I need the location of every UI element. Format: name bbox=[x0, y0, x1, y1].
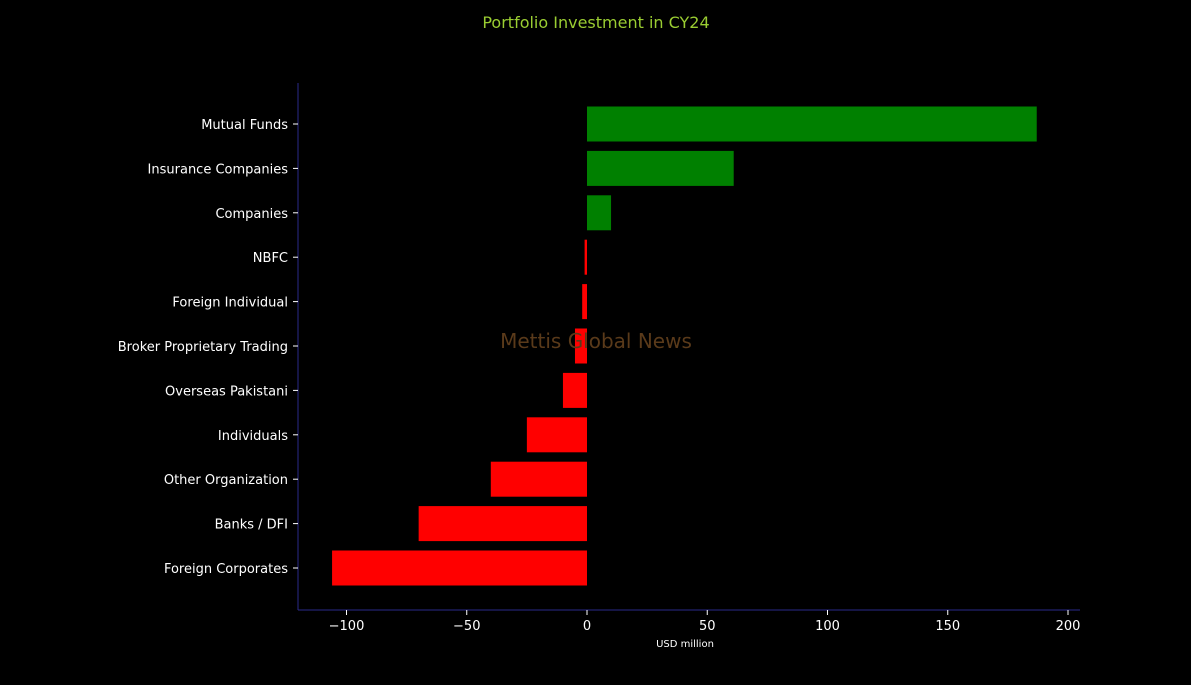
bar bbox=[582, 284, 587, 320]
x-tick-label: 150 bbox=[935, 619, 960, 634]
y-tick-label: Banks / DFI bbox=[215, 518, 288, 533]
bar bbox=[587, 195, 612, 231]
bar bbox=[584, 239, 587, 275]
x-tick-label: 200 bbox=[1056, 619, 1081, 634]
y-tick-label: Broker Proprietary Trading bbox=[118, 340, 288, 355]
y-tick-label: Companies bbox=[215, 207, 288, 222]
bar bbox=[332, 550, 587, 586]
x-tick-label: 0 bbox=[583, 619, 591, 634]
y-tick-label: Other Organization bbox=[164, 473, 288, 488]
x-axis-title: USD million bbox=[656, 639, 714, 650]
bars-group bbox=[332, 106, 1037, 586]
bar bbox=[490, 461, 587, 497]
y-tick-label: Foreign Corporates bbox=[164, 562, 288, 577]
x-tick-label: −100 bbox=[329, 619, 365, 634]
y-tick-label: NBFC bbox=[253, 251, 288, 266]
y-tick-label: Insurance Companies bbox=[148, 162, 289, 177]
y-tick-label: Individuals bbox=[218, 429, 288, 444]
y-tick-label: Overseas Pakistani bbox=[165, 384, 288, 399]
bar bbox=[526, 417, 587, 453]
x-tick-label: 100 bbox=[815, 619, 840, 634]
bar bbox=[562, 372, 587, 408]
y-tick-label: Foreign Individual bbox=[172, 296, 288, 311]
bar bbox=[418, 506, 587, 542]
y-tick-label: Mutual Funds bbox=[201, 118, 288, 133]
bar bbox=[587, 150, 734, 186]
x-axis-ticks: −100 −50 0 50 100 150 200 bbox=[329, 610, 1081, 634]
watermark: Mettis Global News bbox=[500, 329, 692, 353]
x-tick-label: −50 bbox=[453, 619, 480, 634]
chart-title: Portfolio Investment in CY24 bbox=[482, 13, 709, 32]
y-axis-ticks: Mutual Funds Insurance Companies Companies… bbox=[118, 118, 298, 577]
bar bbox=[574, 328, 587, 364]
x-tick-label: 50 bbox=[699, 619, 716, 634]
bar bbox=[587, 106, 1037, 142]
